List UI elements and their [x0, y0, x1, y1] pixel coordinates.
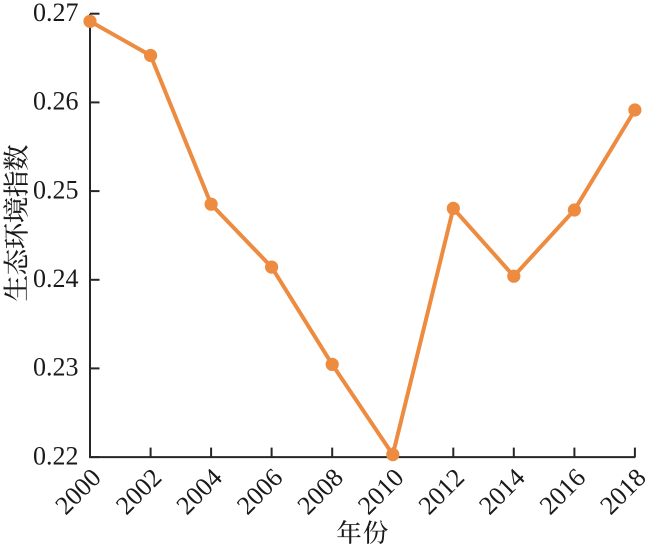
svg-text:0.27: 0.27 — [33, 0, 79, 27]
svg-text:0.25: 0.25 — [33, 175, 79, 204]
svg-text:0.24: 0.24 — [33, 264, 79, 293]
svg-text:0.26: 0.26 — [33, 87, 79, 116]
svg-text:0.22: 0.22 — [33, 441, 79, 470]
svg-text:0.23: 0.23 — [33, 353, 79, 382]
